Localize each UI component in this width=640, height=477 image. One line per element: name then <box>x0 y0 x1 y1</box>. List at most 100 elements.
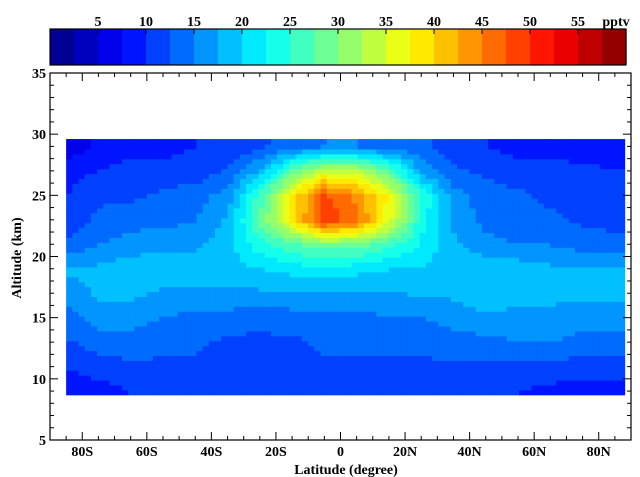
x-tick-label: 80S <box>71 445 93 460</box>
heatmap-cell <box>450 168 458 175</box>
heatmap-cell <box>289 257 297 263</box>
heatmap-cell <box>419 143 427 150</box>
heatmap-cell <box>289 316 297 322</box>
heatmap-cell <box>66 261 73 268</box>
heatmap-cell <box>277 222 284 229</box>
heatmap-cell <box>537 384 545 391</box>
heatmap-cell <box>332 286 340 293</box>
heatmap-cell <box>345 271 353 278</box>
heatmap-cell <box>283 252 291 258</box>
heatmap-cell <box>463 237 471 243</box>
heatmap-cell <box>599 188 607 194</box>
heatmap-cell <box>196 370 204 376</box>
heatmap-cell <box>370 389 377 396</box>
heatmap-cell <box>97 153 104 160</box>
heatmap-cell <box>84 311 92 317</box>
heatmap-cell <box>463 227 471 234</box>
heatmap-cell <box>289 148 297 155</box>
heatmap-cell <box>314 291 322 297</box>
heatmap-cell <box>283 143 291 150</box>
heatmap-cell <box>605 306 613 312</box>
heatmap-cell <box>525 168 533 175</box>
heatmap-cell <box>171 276 179 283</box>
heatmap-cell <box>84 158 92 165</box>
heatmap-cell <box>388 153 396 160</box>
heatmap-cell <box>537 375 545 381</box>
heatmap-cell <box>432 330 440 337</box>
heatmap-cell <box>165 311 173 317</box>
heatmap-cell <box>438 306 446 312</box>
heatmap-cell <box>494 384 502 391</box>
heatmap-cell <box>568 370 576 376</box>
heatmap-cell <box>239 212 247 219</box>
heatmap-cell <box>550 183 557 189</box>
heatmap-cell <box>599 168 607 175</box>
heatmap-cell <box>500 232 508 238</box>
heatmap-cell <box>432 291 440 297</box>
heatmap-cell <box>438 355 446 361</box>
heatmap-cell <box>388 389 396 396</box>
heatmap-cell <box>190 173 198 179</box>
heatmap-cell <box>326 330 334 337</box>
heatmap-cell <box>500 286 508 293</box>
colorbar-swatch <box>170 29 195 65</box>
heatmap-cell <box>519 360 526 366</box>
heatmap-cell <box>190 360 198 366</box>
heatmap-cell <box>450 257 458 263</box>
heatmap-cell <box>531 158 539 165</box>
heatmap-cell <box>252 261 260 268</box>
heatmap-cell <box>258 237 266 243</box>
heatmap-cell <box>363 281 371 288</box>
heatmap-cell <box>177 212 185 219</box>
heatmap-cell <box>332 330 340 337</box>
heatmap-cell <box>519 207 526 214</box>
heatmap-cell <box>599 296 607 302</box>
heatmap-cell <box>543 252 551 258</box>
heatmap-cell <box>221 183 229 189</box>
heatmap-cell <box>264 183 272 189</box>
heatmap-cell <box>66 183 73 189</box>
heatmap-cell <box>432 281 440 288</box>
heatmap-cell <box>574 242 582 248</box>
heatmap-cell <box>382 222 390 229</box>
heatmap-cell <box>605 158 613 165</box>
heatmap-cell <box>469 158 477 165</box>
heatmap-cell <box>146 355 154 361</box>
colorbar-tick-label: 30 <box>331 15 345 30</box>
heatmap-cell <box>413 261 421 268</box>
heatmap-cell <box>134 340 142 347</box>
heatmap-cell <box>208 335 216 342</box>
heatmap-cell <box>481 350 489 357</box>
colorbar-swatch <box>98 29 123 65</box>
heatmap-cell <box>295 345 303 352</box>
heatmap-cell <box>605 301 613 307</box>
heatmap-cell <box>72 384 80 391</box>
heatmap-cell <box>351 355 359 361</box>
heatmap-cell <box>196 330 204 337</box>
heatmap-cell <box>184 178 191 184</box>
heatmap-cell <box>339 252 346 258</box>
heatmap-cell <box>475 158 483 165</box>
heatmap-cell <box>246 365 253 371</box>
heatmap-cell <box>599 365 607 371</box>
heatmap-cell <box>72 153 80 160</box>
heatmap-cell <box>426 355 433 361</box>
heatmap-cell <box>401 281 408 288</box>
heatmap-cell <box>295 350 303 357</box>
heatmap-cell <box>171 163 179 170</box>
heatmap-cell <box>239 384 247 391</box>
heatmap-cell <box>277 291 284 297</box>
heatmap-cell <box>531 375 539 381</box>
heatmap-cell <box>581 261 588 268</box>
heatmap-cell <box>475 173 483 179</box>
heatmap-cell <box>506 252 514 258</box>
heatmap-cell <box>283 330 291 337</box>
heatmap-cell <box>295 271 303 278</box>
heatmap-cell <box>196 360 204 366</box>
heatmap-cell <box>413 163 421 170</box>
heatmap-cell <box>525 266 533 273</box>
heatmap-cell <box>562 370 570 376</box>
heatmap-cell <box>599 384 607 391</box>
heatmap-cell <box>221 193 229 199</box>
heatmap-cell <box>481 198 489 204</box>
